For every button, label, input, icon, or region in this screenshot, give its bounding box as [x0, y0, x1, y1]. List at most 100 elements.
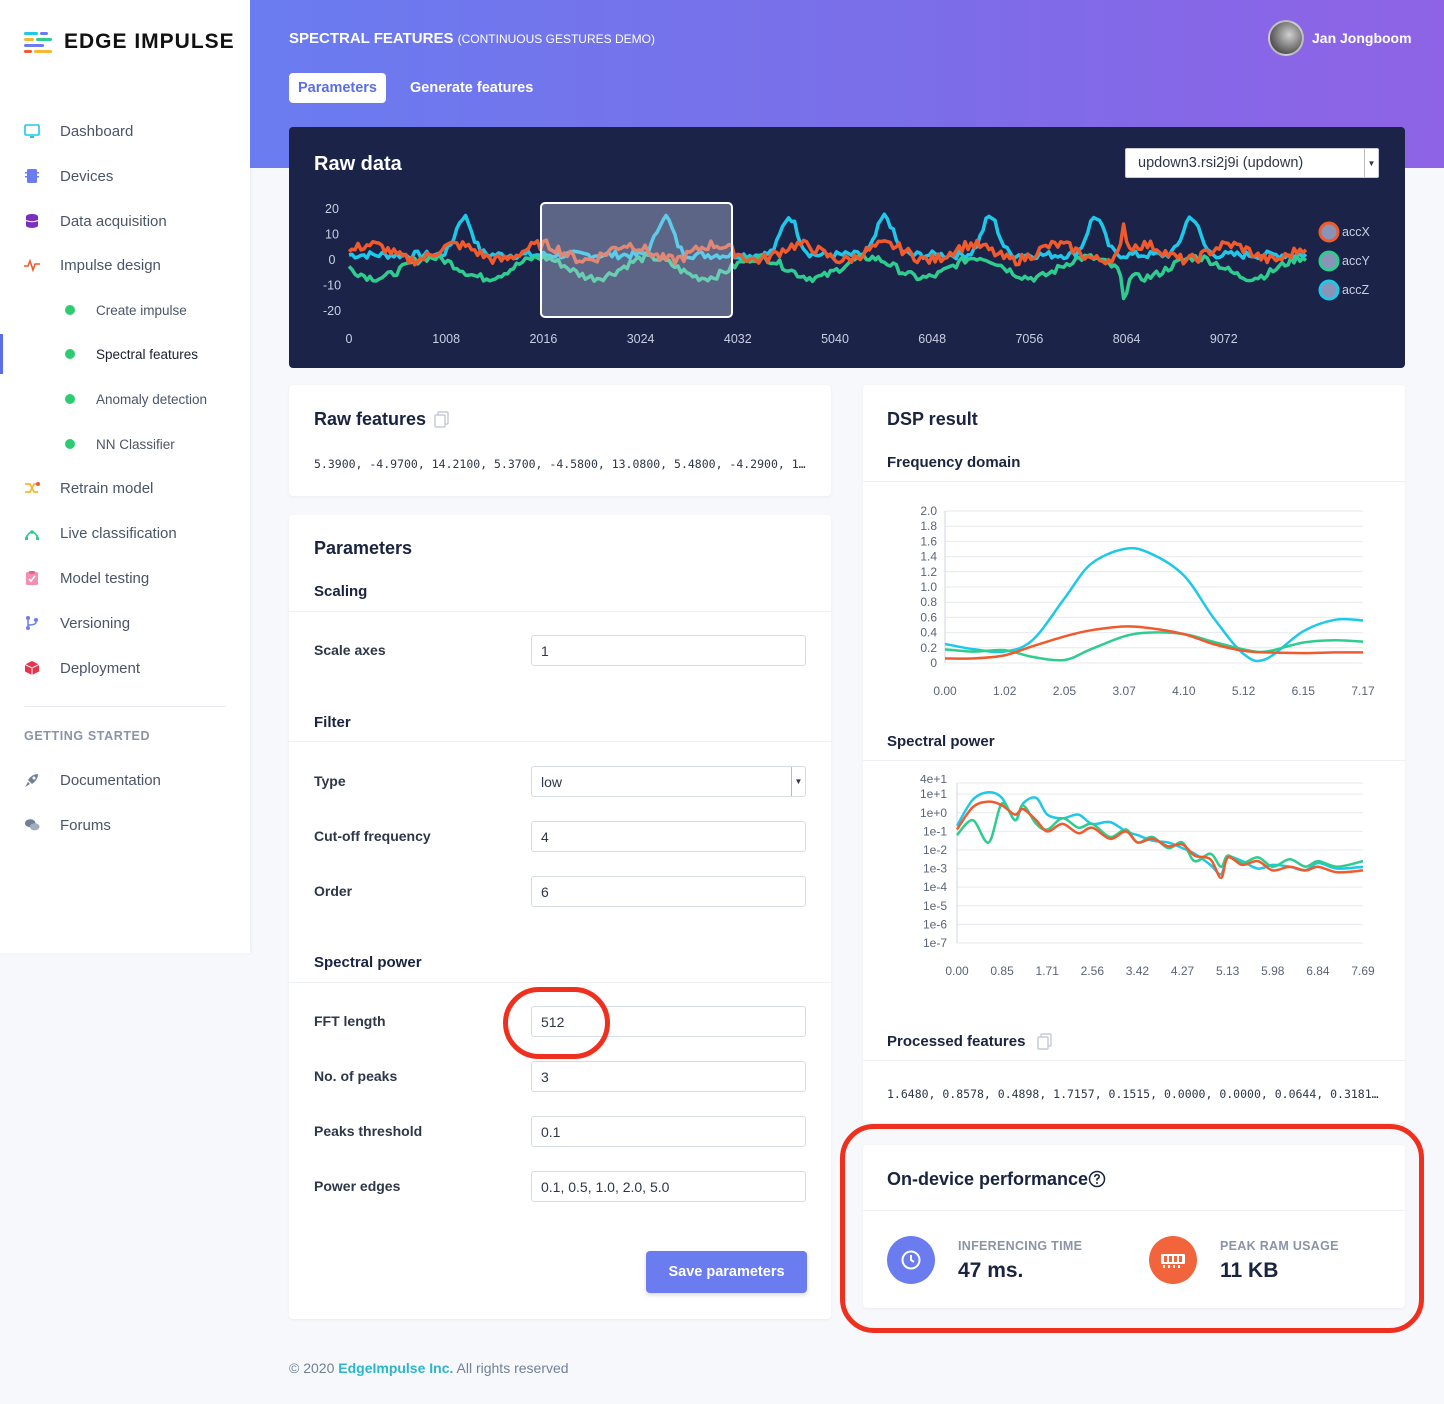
y-tick-label: 1.6: [920, 534, 937, 548]
y-tick-label: 1.0: [920, 580, 937, 594]
performance-title: On-device performance: [887, 1169, 1089, 1189]
parameters-card: Parameters Scaling Scale axes 1 Filter T…: [289, 515, 831, 1319]
sidebar-item-label: Model testing: [60, 569, 150, 587]
scaling-title: Scaling: [314, 583, 368, 600]
scale-axes-input[interactable]: 1: [531, 635, 806, 666]
y-tick-label: 0: [329, 253, 336, 267]
tab-generate-features[interactable]: Generate features: [410, 80, 534, 96]
frequency-domain-title: Frequency domain: [887, 454, 1021, 471]
x-tick-label: 2.56: [1081, 964, 1105, 978]
x-tick-label: 6048: [918, 332, 946, 346]
x-tick-label: 3024: [627, 332, 655, 346]
user-menu[interactable]: Jan Jongboom: [1268, 20, 1412, 56]
sidebar-item-dashboard[interactable]: Dashboard: [0, 111, 250, 151]
peaks-threshold-input[interactable]: 0.1: [531, 1116, 806, 1147]
edge-impulse-logo-icon: [24, 32, 52, 53]
sidebar-item-data-acquisition[interactable]: Data acquisition: [0, 201, 250, 241]
user-name: Jan Jongboom: [1312, 30, 1412, 46]
sidebar-item-nn-classifier[interactable]: NN Classifier: [0, 424, 250, 464]
y-tick-label: 1e-6: [923, 917, 947, 931]
page-subtitle: (CONTINUOUS GESTURES DEMO): [457, 32, 655, 46]
num-peaks-input[interactable]: 3: [531, 1061, 806, 1092]
logo[interactable]: EDGE IMPULSE: [24, 30, 235, 54]
sidebar-item-impulse-design[interactable]: Impulse design: [0, 245, 250, 285]
sidebar-item-model-testing[interactable]: Model testing: [0, 558, 250, 598]
getting-started-title: GETTING STARTED: [24, 729, 151, 743]
footer: © 2020 EdgeImpulse Inc. All rights reser…: [289, 1360, 569, 1376]
inferencing-time-value: 47 ms.: [958, 1259, 1024, 1282]
peak-ram-label: PEAK RAM USAGE: [1220, 1239, 1339, 1253]
sidebar-item-deployment[interactable]: Deployment: [0, 648, 250, 688]
raw-data-title: Raw data: [314, 153, 402, 175]
raw-features-values: 5.3900, -4.9700, 14.2100, 5.3700, -4.580…: [314, 457, 809, 471]
save-parameters-button[interactable]: Save parameters: [646, 1251, 807, 1293]
footer-company-link[interactable]: EdgeImpulse Inc.: [338, 1360, 454, 1376]
legend-marker[interactable]: [1318, 250, 1340, 272]
pulse-icon: [24, 257, 40, 273]
x-tick-label: 7.69: [1351, 964, 1375, 978]
section-divider: [289, 741, 831, 742]
section-divider: [289, 611, 831, 612]
section-divider: [863, 760, 1405, 761]
clipboard-check-icon: [24, 570, 40, 586]
sidebar-item-label: Versioning: [60, 614, 131, 632]
power-edges-label: Power edges: [314, 1178, 401, 1194]
x-tick-label: 9072: [1210, 332, 1238, 346]
y-tick-label: 1.8: [920, 519, 937, 533]
database-icon: [24, 213, 40, 229]
help-icon[interactable]: [1088, 1170, 1106, 1188]
peak-ram-value: 11 KB: [1220, 1259, 1279, 1282]
sidebar-item-label: Retrain model: [60, 479, 154, 497]
series-line-accY: [347, 252, 1308, 301]
status-dot-icon: [62, 391, 78, 407]
sidebar-item-anomaly-detection[interactable]: Anomaly detection: [0, 379, 250, 419]
sidebar-item-forums[interactable]: Forums: [0, 805, 250, 845]
sidebar-item-create-impulse[interactable]: Create impulse: [0, 290, 250, 330]
sample-select[interactable]: updown3.rsi2j9i (updown) ▼: [1125, 148, 1379, 178]
window-selection[interactable]: [540, 202, 733, 318]
tab-parameters[interactable]: Parameters: [289, 73, 386, 103]
x-tick-label: 5040: [821, 332, 849, 346]
raw-data-chart[interactable]: 20 10 0 -10 -20 0 1008 2016 3024 4032 5040 6048 7056…: [289, 127, 1405, 368]
sidebar-item-versioning[interactable]: Versioning: [0, 603, 250, 643]
scale-axes-label: Scale axes: [314, 642, 386, 658]
memory-icon: [1149, 1236, 1197, 1284]
x-tick-label: 3.42: [1126, 964, 1150, 978]
copy-icon[interactable]: [434, 411, 449, 428]
legend-marker[interactable]: [1318, 279, 1340, 301]
sidebar-item-label: Dashboard: [60, 122, 134, 140]
x-tick-label: 5.12: [1232, 684, 1256, 698]
copy-icon[interactable]: [1037, 1033, 1052, 1050]
frequency-domain-chart[interactable]: 2.01.81.6 1.41.21.00.80.6 0.40.20 0.00 1.02 2…: [863, 495, 1405, 715]
sidebar-item-label: Forums: [60, 816, 111, 834]
sidebar-item-retrain-model[interactable]: Retrain model: [0, 468, 250, 508]
sidebar-item-label: NN Classifier: [96, 436, 175, 452]
sidebar-item-label: Documentation: [60, 771, 161, 789]
y-tick-label: 1e-1: [923, 824, 947, 838]
chat-icon: [24, 817, 40, 833]
raw-data-panel: Raw data updown3.rsi2j9i (updown) ▼ 20 10…: [289, 127, 1405, 368]
sidebar: EDGE IMPULSE Dashboard Devices Data acqu…: [0, 0, 250, 953]
sidebar-item-live-classification[interactable]: Live classification: [0, 513, 250, 553]
series-line-2: [956, 801, 1364, 868]
sidebar-item-spectral-features[interactable]: Spectral features: [0, 334, 250, 374]
fft-length-input[interactable]: 512: [531, 1006, 806, 1037]
x-tick-label: 1008: [432, 332, 460, 346]
y-tick-label: 2.0: [920, 504, 937, 518]
series-line-2: [944, 631, 1364, 662]
x-tick-label: 0: [346, 332, 353, 346]
sidebar-item-label: Data acquisition: [60, 212, 167, 230]
sidebar-item-documentation[interactable]: Documentation: [0, 760, 250, 800]
footer-copyright: © 2020: [289, 1360, 335, 1376]
order-input[interactable]: 6: [531, 876, 806, 907]
y-tick-label: 1e+1: [920, 787, 947, 801]
filter-type-label: Type: [314, 773, 346, 789]
filter-type-select[interactable]: low ▼: [531, 766, 806, 797]
power-edges-input[interactable]: 0.1, 0.5, 1.0, 2.0, 5.0: [531, 1171, 806, 1202]
processed-features-title: Processed features: [887, 1033, 1026, 1050]
cutoff-frequency-input[interactable]: 4: [531, 821, 806, 852]
spectral-power-chart[interactable]: 4e+11e+1 1e+0 1e-1 1e-2 1e-3 1e-4 1e-5 1e-6 1e-7…: [863, 775, 1405, 995]
x-tick-label: 7.17: [1351, 684, 1375, 698]
legend-marker[interactable]: [1318, 221, 1340, 243]
sidebar-item-devices[interactable]: Devices: [0, 156, 250, 196]
